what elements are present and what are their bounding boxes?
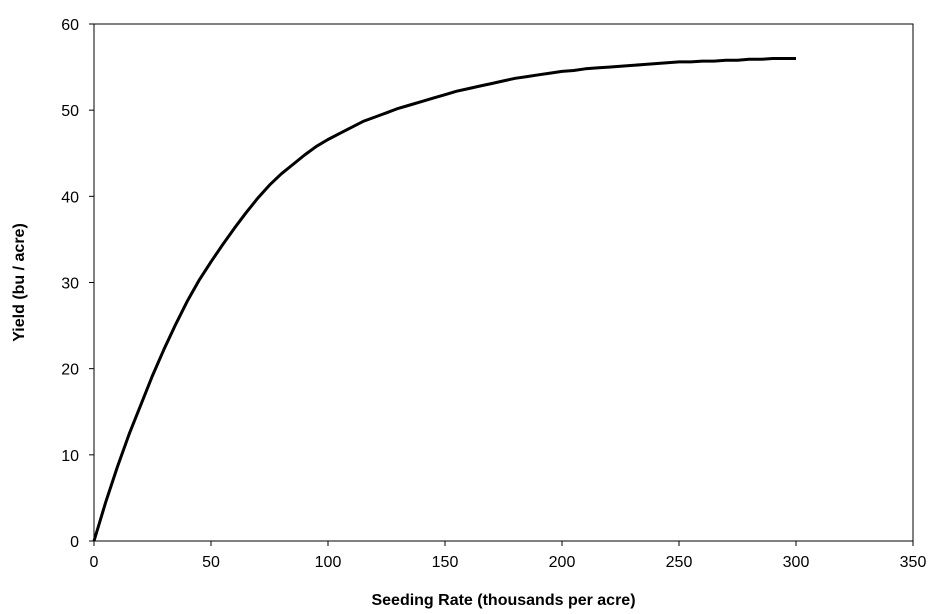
x-tick-label: 150 bbox=[432, 554, 459, 571]
y-axis-ticks: 0 10 20 30 40 50 60 bbox=[61, 17, 94, 551]
y-tick-label: 0 bbox=[70, 534, 79, 551]
y-tick-label: 10 bbox=[61, 448, 79, 465]
y-tick-label: 50 bbox=[61, 103, 79, 120]
x-tick-label: 0 bbox=[90, 554, 99, 571]
x-tick-label: 200 bbox=[549, 554, 576, 571]
y-tick-label: 60 bbox=[61, 17, 79, 34]
x-tick-label: 350 bbox=[900, 554, 927, 571]
plot-area-frame bbox=[93, 23, 914, 542]
x-tick-label: 50 bbox=[202, 554, 220, 571]
x-tick-label: 100 bbox=[315, 554, 342, 571]
x-tick-label: 250 bbox=[666, 554, 693, 571]
y-tick-label: 20 bbox=[61, 362, 79, 379]
x-tick-label: 300 bbox=[783, 554, 810, 571]
series-line bbox=[92, 57, 796, 542]
y-axis-title: Yield (bu / acre) bbox=[11, 223, 28, 342]
x-axis-ticks: 0 50 100 150 200 250 300 350 bbox=[90, 541, 927, 571]
y-tick-label: 30 bbox=[61, 276, 79, 293]
y-tick-label: 40 bbox=[61, 189, 79, 206]
x-axis-title: Seeding Rate (thousands per acre) bbox=[371, 592, 635, 609]
